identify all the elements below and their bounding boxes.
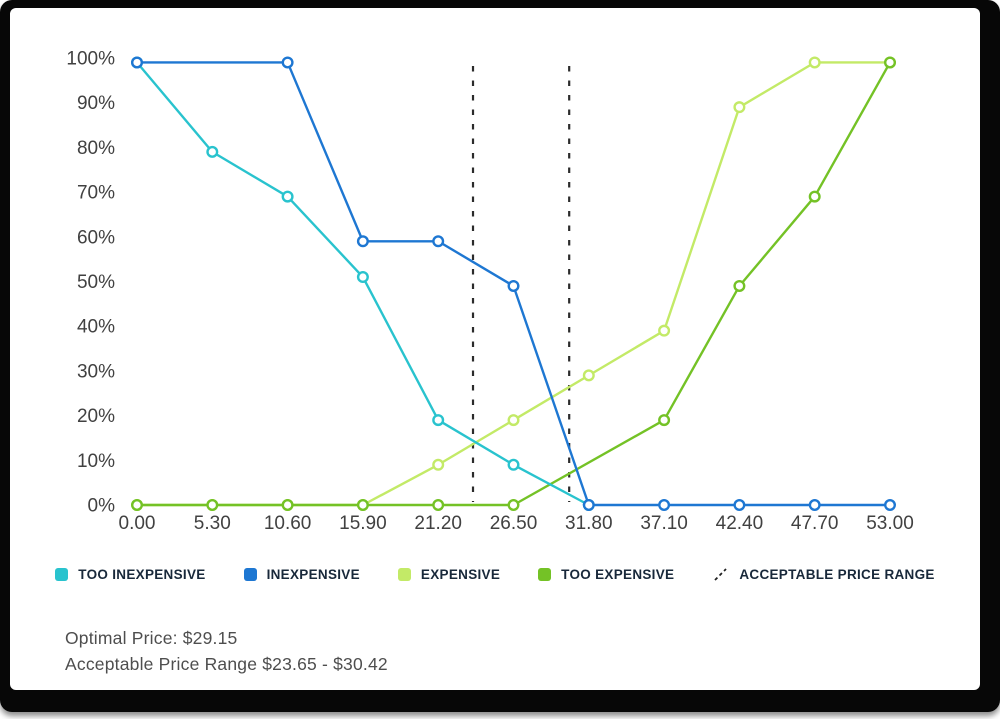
legend-item-too-expensive[interactable]: TOO EXPENSIVE	[538, 567, 674, 582]
legend-label: TOO EXPENSIVE	[561, 567, 675, 582]
data-point-inexpensive	[432, 235, 445, 248]
data-point-too-expensive	[206, 499, 219, 512]
x-axis-tick: 37.10	[640, 513, 688, 534]
x-axis-tick: 53.00	[866, 513, 914, 534]
y-axis-tick: 60%	[77, 227, 115, 248]
data-point-too-expensive	[507, 499, 520, 512]
data-point-too-expensive	[356, 499, 369, 512]
legend-item-expensive[interactable]: EXPENSIVE	[397, 567, 501, 582]
data-point-inexpensive	[507, 279, 520, 292]
data-point-too-expensive	[884, 56, 897, 69]
data-point-inexpensive	[582, 499, 595, 512]
data-point-expensive	[808, 56, 821, 69]
legend-label: EXPENSIVE	[420, 567, 501, 582]
expensive-swatch-icon	[397, 568, 411, 581]
data-point-too-inexpensive	[507, 458, 520, 471]
data-point-too-inexpensive	[206, 145, 219, 158]
series-line-inexpensive	[137, 61, 890, 507]
optimal-price-text: Optimal Price: $29.15	[65, 628, 238, 648]
price-summary: Optimal Price: $29.15 Acceptable Price R…	[65, 625, 388, 677]
x-axis-tick: 21.20	[414, 513, 462, 534]
legend-item-acceptable-price-range[interactable]: ACCEPTABLE PRICE RANGE	[712, 566, 934, 583]
x-axis-tick: 5.30	[194, 513, 231, 534]
x-axis-tick: 47.70	[791, 513, 839, 534]
x-axis-tick: 42.40	[716, 513, 764, 534]
y-axis-tick: 80%	[77, 138, 115, 159]
data-point-too-inexpensive	[356, 271, 369, 284]
too-expensive-swatch-icon	[538, 568, 552, 581]
data-point-expensive	[733, 101, 746, 114]
data-point-too-expensive	[130, 499, 143, 512]
data-point-inexpensive	[884, 499, 897, 512]
data-point-inexpensive	[130, 56, 143, 69]
acceptable-range-text: Acceptable Price Range $23.65 - $30.42	[65, 654, 388, 674]
data-point-too-inexpensive	[432, 414, 445, 427]
y-axis-tick: 30%	[77, 361, 115, 382]
y-axis-tick: 90%	[77, 93, 115, 114]
data-point-too-expensive	[658, 414, 671, 427]
data-point-too-expensive	[733, 279, 746, 292]
legend-label: INEXPENSIVE	[266, 567, 360, 582]
data-point-inexpensive	[356, 235, 369, 248]
legend-item-inexpensive[interactable]: INEXPENSIVE	[243, 567, 360, 582]
price-sensitivity-chart: 100% 90% 80% 70% 60% 50% 40% 30% 20% 10% 0%0.00 5.3…	[66, 49, 914, 535]
y-axis-tick: 10%	[77, 451, 115, 472]
data-point-inexpensive	[808, 499, 821, 512]
data-point-expensive	[658, 324, 671, 337]
y-axis-tick: 100%	[66, 49, 115, 70]
x-axis-tick: 26.50	[490, 513, 538, 534]
inexpensive-swatch-icon	[243, 568, 257, 581]
x-axis-tick: 10.60	[264, 513, 312, 534]
y-axis-tick: 0%	[88, 496, 116, 517]
chart-panel: 100% 90% 80% 70% 60% 50% 40% 30% 20% 10% 0% 0.00 5.3…	[10, 8, 980, 690]
data-point-expensive	[507, 414, 520, 427]
x-axis-tick: 0.00	[119, 513, 156, 534]
data-point-expensive	[432, 458, 445, 471]
series-line-too-expensive	[137, 61, 892, 507]
legend-label: ACCEPTABLE PRICE RANGE	[739, 567, 935, 582]
data-point-expensive	[582, 369, 595, 382]
data-point-too-expensive	[808, 190, 821, 203]
x-axis-tick: 31.80	[565, 513, 613, 534]
data-point-too-expensive	[432, 499, 445, 512]
y-axis-tick: 50%	[77, 272, 115, 293]
data-point-inexpensive	[658, 499, 671, 512]
data-point-too-expensive	[281, 499, 294, 512]
x-axis-tick: 15.90	[339, 513, 387, 534]
chart-legend: TOO INEXPENSIVE INEXPENSIVE EXPENSIVE TO…	[10, 566, 980, 583]
legend-item-too-inexpensive[interactable]: TOO INEXPENSIVE	[55, 567, 205, 582]
too-inexpensive-swatch-icon	[55, 568, 69, 581]
legend-label: TOO INEXPENSIVE	[78, 567, 206, 582]
data-point-inexpensive	[733, 499, 746, 512]
y-axis-tick: 40%	[77, 317, 115, 338]
y-axis-tick: 70%	[77, 183, 115, 204]
y-axis-tick: 20%	[77, 406, 115, 427]
data-point-inexpensive	[281, 56, 294, 69]
dashed-line-icon	[714, 568, 727, 581]
series-line-too-inexpensive	[136, 61, 590, 507]
data-point-too-inexpensive	[281, 190, 294, 203]
